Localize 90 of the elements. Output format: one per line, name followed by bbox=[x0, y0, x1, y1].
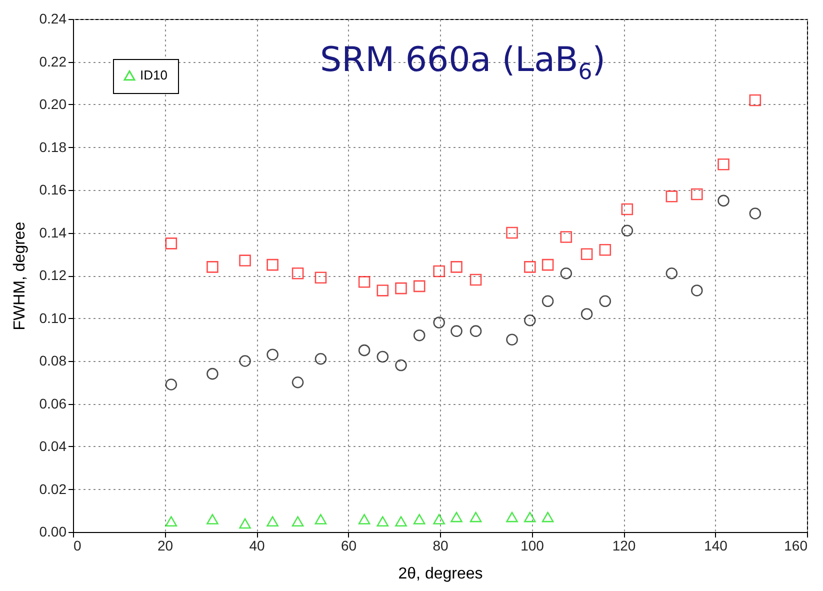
point bbox=[506, 334, 518, 346]
x-axis-title: 2θ, degrees bbox=[398, 566, 483, 582]
point bbox=[358, 514, 370, 524]
text: SRM 660a (LaB$_{6}$) bbox=[320, 40, 606, 85]
point bbox=[266, 516, 278, 527]
point bbox=[470, 512, 482, 522]
legend-label: ID10 bbox=[140, 68, 168, 82]
point bbox=[580, 308, 593, 320]
point bbox=[239, 355, 251, 367]
y-tick-label: 0.00 bbox=[39, 524, 67, 540]
point bbox=[395, 516, 407, 527]
y-tick-label: 0.08 bbox=[39, 352, 67, 368]
point bbox=[413, 280, 426, 292]
point bbox=[450, 512, 462, 522]
point bbox=[292, 376, 304, 388]
point bbox=[560, 267, 572, 280]
y-axis-title: FWHM, degree bbox=[11, 222, 28, 330]
point bbox=[358, 276, 370, 288]
x-tick-label: 160 bbox=[784, 538, 808, 554]
point bbox=[433, 514, 445, 524]
y-tick-label: 0.04 bbox=[39, 438, 67, 454]
x-tick-label: 80 bbox=[432, 538, 448, 554]
point bbox=[666, 190, 678, 202]
point bbox=[621, 203, 634, 216]
point bbox=[206, 261, 218, 273]
point bbox=[470, 325, 482, 337]
point bbox=[718, 158, 730, 170]
point bbox=[524, 512, 536, 522]
point bbox=[749, 94, 762, 106]
y-tick-label: 0.24 bbox=[39, 10, 67, 26]
point bbox=[206, 514, 218, 524]
point bbox=[376, 350, 389, 363]
point bbox=[165, 378, 178, 390]
point bbox=[560, 231, 572, 243]
point bbox=[506, 226, 518, 239]
point bbox=[292, 267, 304, 280]
point bbox=[524, 261, 536, 273]
point bbox=[666, 267, 678, 280]
y-tick-label: 0.18 bbox=[39, 138, 67, 155]
point bbox=[395, 282, 407, 294]
point bbox=[165, 238, 178, 250]
point bbox=[376, 284, 389, 296]
y-tick-label: 0.10 bbox=[39, 310, 67, 326]
y-tick-label: 0.20 bbox=[39, 96, 67, 112]
x-tick-label: 140 bbox=[704, 538, 728, 554]
point bbox=[292, 516, 304, 527]
point bbox=[691, 284, 703, 296]
point bbox=[395, 359, 407, 372]
x-tick-label: 60 bbox=[340, 538, 357, 554]
point bbox=[206, 368, 218, 380]
y-tick-label: 0.14 bbox=[39, 224, 67, 240]
y-tick-label: 0.06 bbox=[39, 395, 67, 412]
x-tick-label: 20 bbox=[157, 538, 174, 554]
point bbox=[470, 274, 482, 286]
point bbox=[599, 295, 612, 308]
x-tick-label: 40 bbox=[249, 538, 265, 554]
point bbox=[413, 329, 426, 342]
point bbox=[314, 352, 327, 365]
point bbox=[314, 514, 327, 524]
x-tick-label: 0 bbox=[74, 538, 82, 554]
y-tick-label: 0.02 bbox=[39, 480, 67, 497]
point bbox=[580, 248, 593, 260]
point bbox=[165, 516, 178, 527]
y-tick-label: 0.16 bbox=[39, 182, 67, 198]
point bbox=[621, 224, 634, 236]
point bbox=[542, 512, 554, 522]
point bbox=[358, 344, 370, 356]
point bbox=[239, 518, 251, 529]
point bbox=[542, 295, 554, 308]
point bbox=[718, 194, 730, 207]
point bbox=[376, 516, 389, 527]
point bbox=[542, 258, 554, 271]
point bbox=[239, 254, 251, 266]
point bbox=[450, 325, 462, 337]
point bbox=[266, 258, 278, 271]
point bbox=[266, 348, 278, 360]
point bbox=[433, 316, 445, 328]
point bbox=[314, 272, 327, 284]
point bbox=[450, 261, 462, 273]
point bbox=[413, 514, 426, 524]
point bbox=[506, 512, 518, 522]
x-tick-label: 100 bbox=[520, 538, 544, 554]
point bbox=[749, 208, 762, 220]
point bbox=[524, 314, 536, 326]
point bbox=[691, 188, 703, 200]
y-tick-label: 0.22 bbox=[39, 53, 67, 70]
y-tick-label: 0.12 bbox=[39, 267, 67, 283]
point bbox=[599, 244, 612, 256]
point bbox=[433, 265, 445, 278]
x-tick-label: 120 bbox=[612, 538, 636, 554]
